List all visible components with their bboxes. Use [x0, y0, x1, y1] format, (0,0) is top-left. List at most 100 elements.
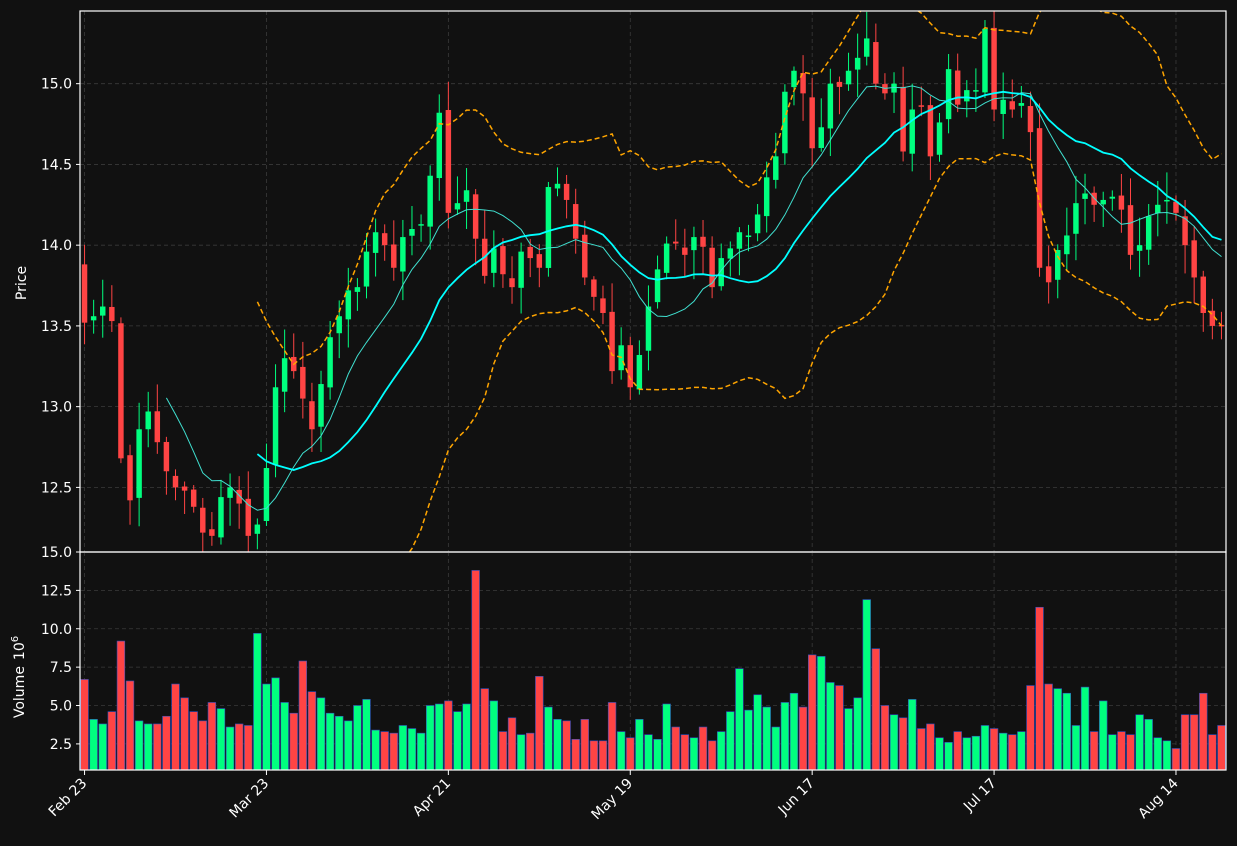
volume-bar: [989, 728, 999, 770]
price-tick-label: 12.5: [41, 480, 72, 496]
volume-bar: [789, 692, 799, 770]
volume-bar: [453, 711, 462, 770]
candle-body: [682, 247, 688, 255]
volume-bar: [898, 717, 908, 770]
candle-body: [491, 248, 497, 273]
volume-bar: [917, 728, 926, 770]
candle-body: [773, 156, 779, 180]
candle-body: [1164, 199, 1170, 202]
candle-body: [372, 232, 379, 253]
candle-body: [136, 429, 142, 498]
candle-body: [836, 81, 843, 87]
volume-bar: [880, 705, 890, 770]
volume-bar: [262, 683, 271, 770]
volume-bar: [507, 717, 517, 770]
volume-bar: [626, 737, 635, 770]
volume-bar: [271, 677, 280, 770]
volume-bar: [526, 732, 535, 770]
volume-bars-group: [80, 570, 1226, 770]
candle-body: [127, 455, 133, 501]
volume-bar: [544, 706, 553, 770]
candle-body: [782, 91, 788, 154]
volume-bar: [1026, 685, 1035, 770]
volume-bar: [1071, 725, 1081, 770]
candle-body: [891, 83, 897, 93]
volume-bar: [1008, 734, 1017, 770]
volume-bar: [253, 633, 262, 770]
volume-bar: [316, 697, 326, 770]
candle-body: [145, 411, 151, 430]
candle-body: [336, 316, 342, 334]
volume-bar: [780, 702, 790, 770]
candle-body: [663, 243, 670, 273]
volume-bar: [1171, 748, 1181, 770]
volume-bar: [562, 720, 571, 770]
volume-bar: [289, 712, 298, 770]
candle-body: [563, 183, 570, 200]
volume-tick-label: 15.0: [41, 545, 72, 561]
volume-bar: [580, 719, 589, 770]
volume-bar: [553, 719, 562, 770]
volume-bar: [225, 726, 235, 770]
volume-bar: [471, 570, 480, 770]
volume-bar: [689, 737, 699, 770]
volume-bar: [1208, 734, 1217, 770]
candle-body: [1045, 266, 1052, 283]
candle-body: [436, 112, 442, 179]
candle-body: [1082, 193, 1088, 199]
volume-bar: [862, 599, 871, 770]
candle-body: [636, 354, 643, 390]
candle-body: [1145, 216, 1152, 250]
volume-bar: [535, 676, 544, 770]
volume-bar: [1117, 731, 1126, 770]
volume-bar: [808, 654, 817, 770]
volume-bar: [589, 740, 599, 770]
volume-bar: [635, 719, 644, 770]
candle-body: [209, 529, 215, 536]
candle-body: [163, 441, 170, 472]
candle-body: [727, 248, 734, 259]
candle-body: [1191, 240, 1197, 278]
volume-bar: [353, 705, 362, 770]
candle-body: [927, 105, 934, 157]
price-panel: 12.5 13.0 13.5 14.0 14.5 15.0: [41, 10, 1227, 553]
candle-body: [1073, 203, 1079, 234]
volume-bar: [516, 734, 526, 770]
volume-bar: [853, 697, 862, 770]
slow-ma-line: [256, 90, 1222, 471]
candle-body: [1055, 250, 1061, 280]
candle-body: [982, 28, 988, 93]
price-tick-label: 15.0: [41, 77, 72, 93]
volume-bar: [489, 700, 498, 770]
candle-body: [809, 97, 815, 149]
candle-body: [454, 203, 461, 210]
volume-bar: [1153, 737, 1162, 770]
volume-bar: [826, 682, 835, 770]
volume-bar: [1044, 683, 1053, 770]
candle-body: [227, 487, 233, 498]
candle-body: [181, 486, 188, 491]
price-tick-label: 14.0: [41, 238, 72, 254]
volume-bar: [817, 656, 826, 770]
volume-unit-exponent: 6: [10, 636, 21, 642]
candle-body: [673, 241, 679, 244]
candle-body: [1136, 245, 1143, 251]
candle-body: [518, 251, 524, 288]
volume-bar: [416, 732, 426, 770]
volume-tick-label: 7.5: [50, 660, 72, 676]
price-tick-label: 13.5: [41, 319, 72, 335]
volume-bar: [407, 728, 417, 770]
volume-bar: [771, 726, 780, 770]
volume-bar: [398, 725, 408, 770]
volume-bar: [307, 691, 317, 770]
volume-bar: [1180, 714, 1190, 770]
volume-bar: [371, 729, 380, 770]
candle-body: [509, 278, 515, 288]
volume-bar: [116, 640, 126, 770]
volume-bar: [498, 731, 508, 770]
candle-body: [936, 122, 943, 155]
candle-body: [700, 236, 706, 247]
volume-bar: [462, 703, 471, 770]
candle-body: [172, 475, 179, 488]
candle-body: [627, 345, 633, 388]
